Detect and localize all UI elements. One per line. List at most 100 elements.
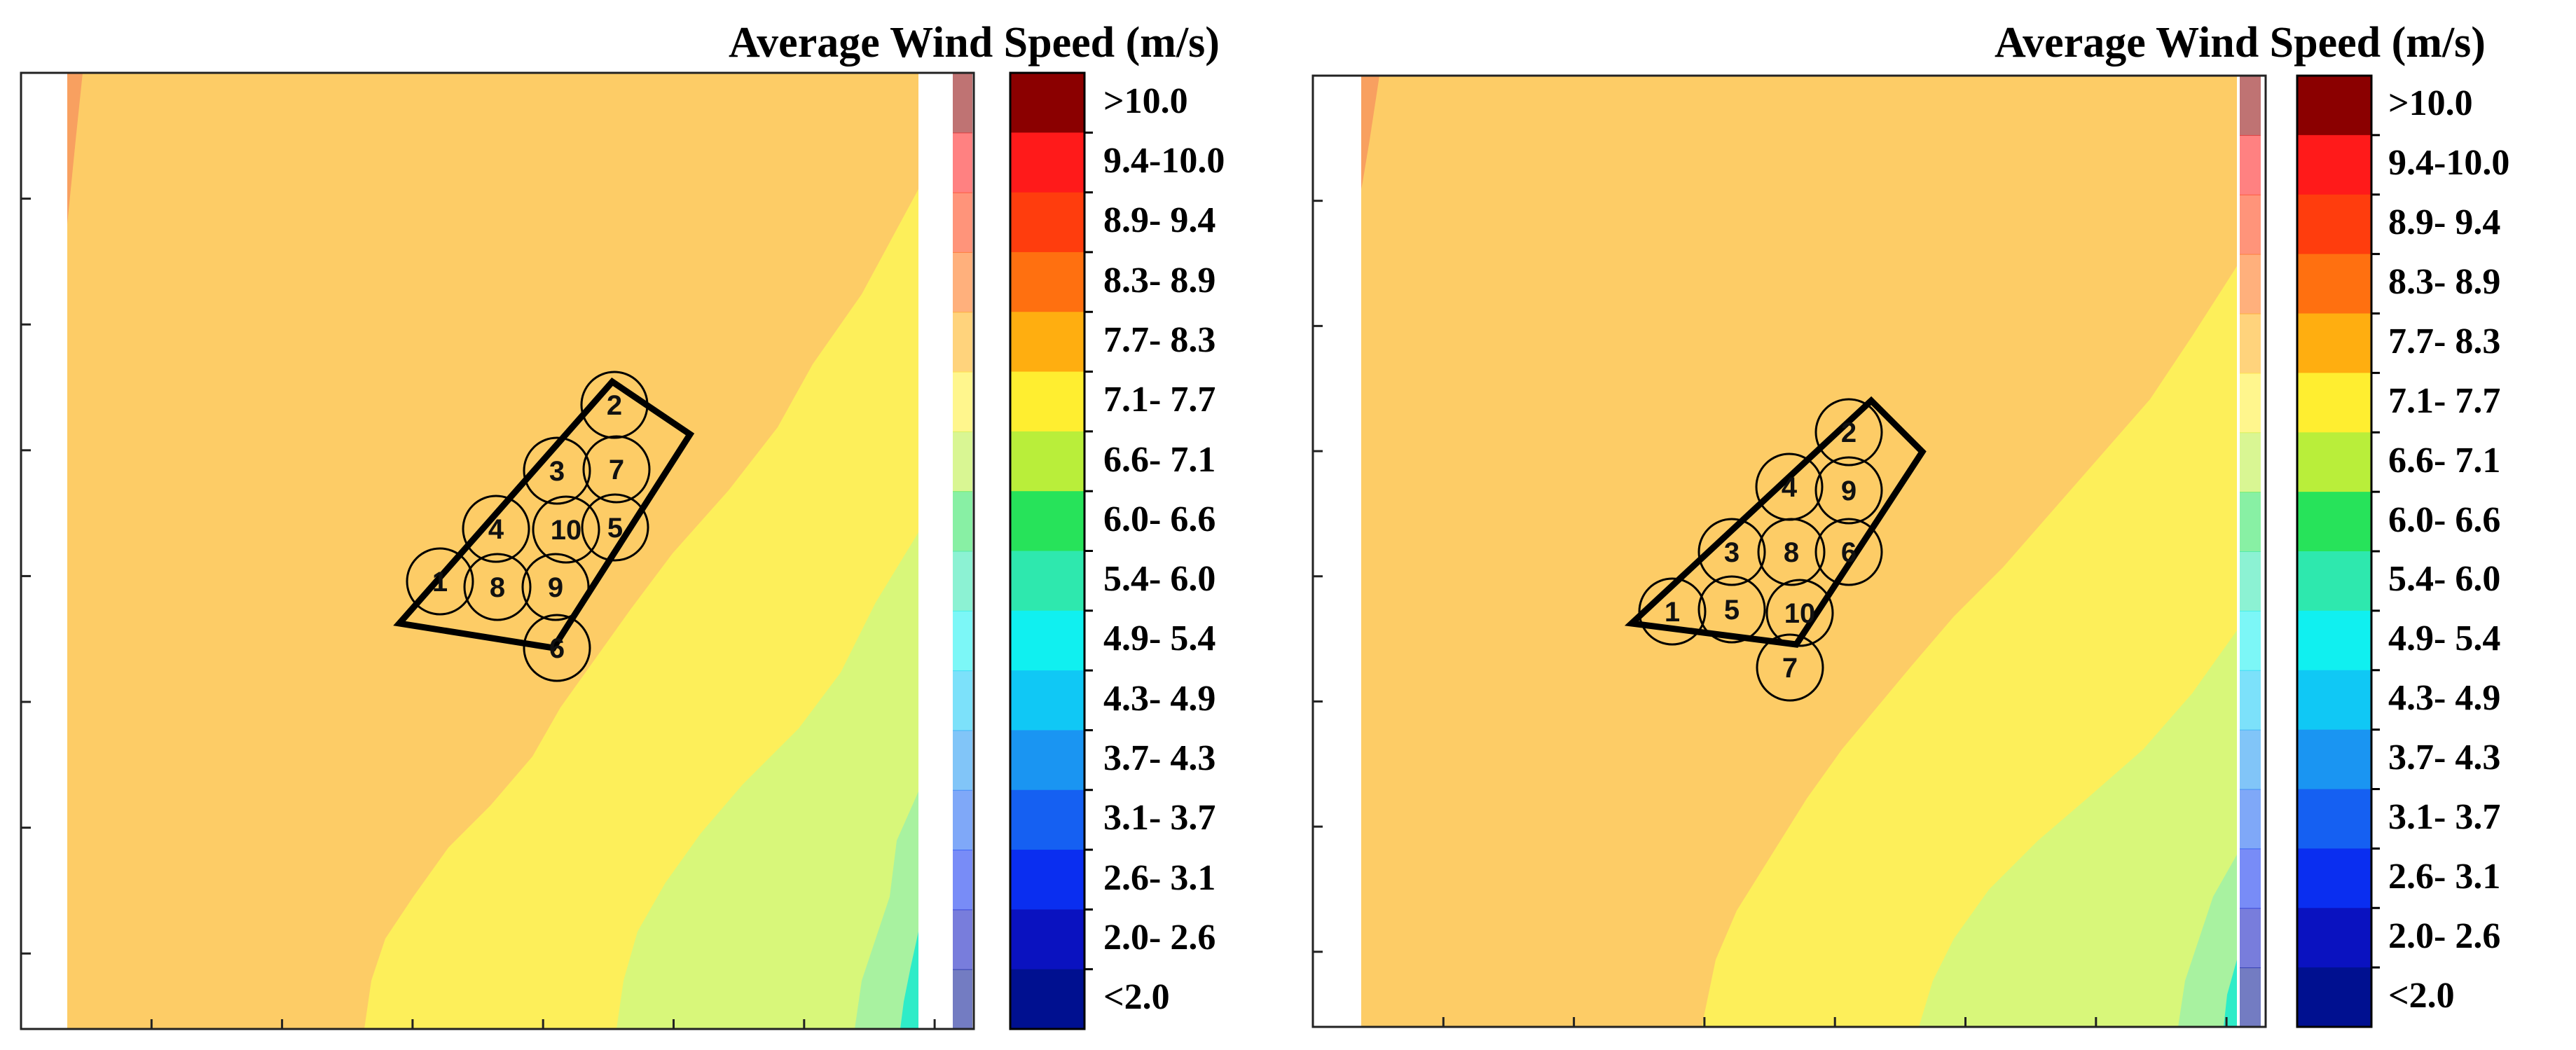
colorbar-swatch (2297, 76, 2371, 136)
colorbar-swatch (2297, 194, 2371, 255)
edge-strip-cell (2240, 908, 2261, 969)
turbine-2: 2 (1814, 398, 1883, 467)
region-6.6-7.1 (1919, 630, 2237, 1027)
legend-label: 4.9- 5.4 (2388, 619, 2501, 659)
edge-strip-cell (953, 251, 972, 313)
edge-strip-cell (2240, 967, 2261, 1028)
legend-label: 3.7- 4.3 (1103, 738, 1216, 779)
wind-map-panel-right: 1 2 3 4 5 6 7 8 9 10 Average Wind Speed (m/s) >10… (1288, 0, 2576, 1050)
edge-strip-cell (953, 73, 972, 134)
turbine-circle (1765, 579, 1834, 647)
turbine-label: 7 (1782, 653, 1798, 684)
turbine-circle (1814, 518, 1883, 586)
legend-label: 2.6- 3.1 (2388, 856, 2501, 897)
edge-strip-cell (2240, 76, 2261, 136)
edge-strip (2240, 76, 2261, 1028)
turbine-label: 6 (1841, 537, 1857, 568)
edge-strip-cell (2240, 134, 2261, 195)
turbine-circle (406, 547, 474, 616)
edge-strip-cell (953, 491, 972, 552)
legend-label: 2.0- 2.6 (2388, 916, 2501, 956)
turbine-5: 5 (1697, 575, 1766, 644)
turbine-label: 3 (1724, 537, 1740, 568)
edge-strip-cell (2240, 432, 2261, 493)
turbine-circle (523, 436, 591, 505)
legend-label: 6.6- 7.1 (1103, 439, 1216, 480)
colorbar-swatch (2297, 254, 2371, 314)
legend-label: 6.0- 6.6 (2388, 499, 2501, 540)
legend-label: 5.4- 6.0 (2388, 559, 2501, 600)
edge-strip-cell (2240, 789, 2261, 850)
turbine-label: 10 (551, 515, 582, 546)
edge-strip-cell (2240, 848, 2261, 909)
turbine-circle (1814, 398, 1883, 467)
colorbar-swatch (2297, 729, 2371, 789)
turbine-circle (521, 553, 590, 621)
colorbar-swatch (2297, 432, 2371, 492)
legend-label: >10.0 (1103, 81, 1188, 121)
edge-strip-cell (953, 789, 972, 851)
turbine-label: 1 (432, 567, 448, 597)
edge-strip-cell (2240, 551, 2261, 612)
colorbar-swatch (1010, 850, 1084, 910)
edge-strip-cell (2240, 373, 2261, 434)
legend-label: >10.0 (2388, 83, 2473, 124)
colorbar-swatch (1010, 491, 1084, 551)
colorbar-swatch (1010, 969, 1084, 1030)
turbine-circle (462, 495, 530, 563)
colorbar-swatch (2297, 670, 2371, 731)
turbine-circle (523, 614, 591, 682)
legend-label: 8.9- 9.4 (2388, 202, 2501, 243)
turbine-circle (463, 553, 532, 621)
turbine-9: 9 (521, 553, 590, 621)
colorbar-swatch (1010, 371, 1084, 432)
turbine-circle (532, 495, 600, 564)
legend-label: 7.7- 8.3 (2388, 321, 2501, 361)
legend-title: Average Wind Speed (m/s) (1995, 19, 2486, 67)
wind-map-panel-left: 1 2 3 4 5 6 7 8 9 10 Average Wind Speed (m/s) >10… (20, 19, 1225, 1030)
legend-title: Average Wind Speed (m/s) (729, 19, 1220, 67)
edge-strip (953, 73, 972, 1030)
turbine-6: 6 (523, 614, 591, 682)
turbine-8: 8 (1757, 518, 1826, 586)
colorbar-swatch (1010, 73, 1084, 133)
turbine-label: 3 (549, 456, 565, 487)
wind-farm-boundary (393, 378, 695, 651)
colorbar-swatch (1010, 312, 1084, 373)
colorbar-swatch (2297, 908, 2371, 968)
legend-label: 3.7- 4.3 (2388, 738, 2501, 778)
turbine-label: 9 (1841, 476, 1857, 506)
colorbar-swatch (1010, 670, 1084, 731)
turbine-label: 8 (490, 572, 505, 603)
legend-label: 2.0- 2.6 (1103, 918, 1216, 958)
turbine-label: 2 (607, 390, 622, 421)
legend-label: 2.6- 3.1 (1103, 857, 1216, 898)
colorbar-swatch (1010, 730, 1084, 791)
turbine-1: 1 (1638, 577, 1707, 646)
colorbar-frame (2296, 74, 2373, 1028)
turbine-circle (1757, 518, 1826, 586)
turbine-label: 7 (609, 455, 624, 485)
turbine-9: 9 (1814, 456, 1883, 525)
colorbar-swatch (2297, 134, 2371, 195)
wind-map-right: 1 2 3 4 5 6 7 8 9 10 (1311, 74, 2380, 1028)
legend-label: <2.0 (1103, 977, 1170, 1018)
edge-strip-cell (953, 969, 972, 1030)
turbine-label: 9 (548, 572, 563, 603)
edge-strip-cell (953, 192, 972, 253)
region-6.6-7.1 (617, 532, 918, 1029)
axis-ticks (1313, 200, 2228, 1027)
legend-label: 6.0- 6.6 (1103, 499, 1216, 539)
colorbar-swatch (2297, 373, 2371, 433)
legend-label: 4.3- 4.9 (2388, 678, 2501, 719)
turbine-7: 7 (1756, 633, 1824, 702)
legend-label: 3.1- 3.7 (1103, 798, 1216, 838)
colorbar (2296, 74, 2380, 1028)
map-frame (1311, 74, 2267, 1028)
edge-strip-cell (953, 551, 972, 612)
legend-label: 8.3- 8.9 (2388, 262, 2501, 303)
edge-strip-cell (2240, 670, 2261, 731)
turbine-circle (1638, 577, 1707, 646)
region-5.4-6.0 (2224, 960, 2237, 1027)
colorbar-swatch (2297, 551, 2371, 612)
